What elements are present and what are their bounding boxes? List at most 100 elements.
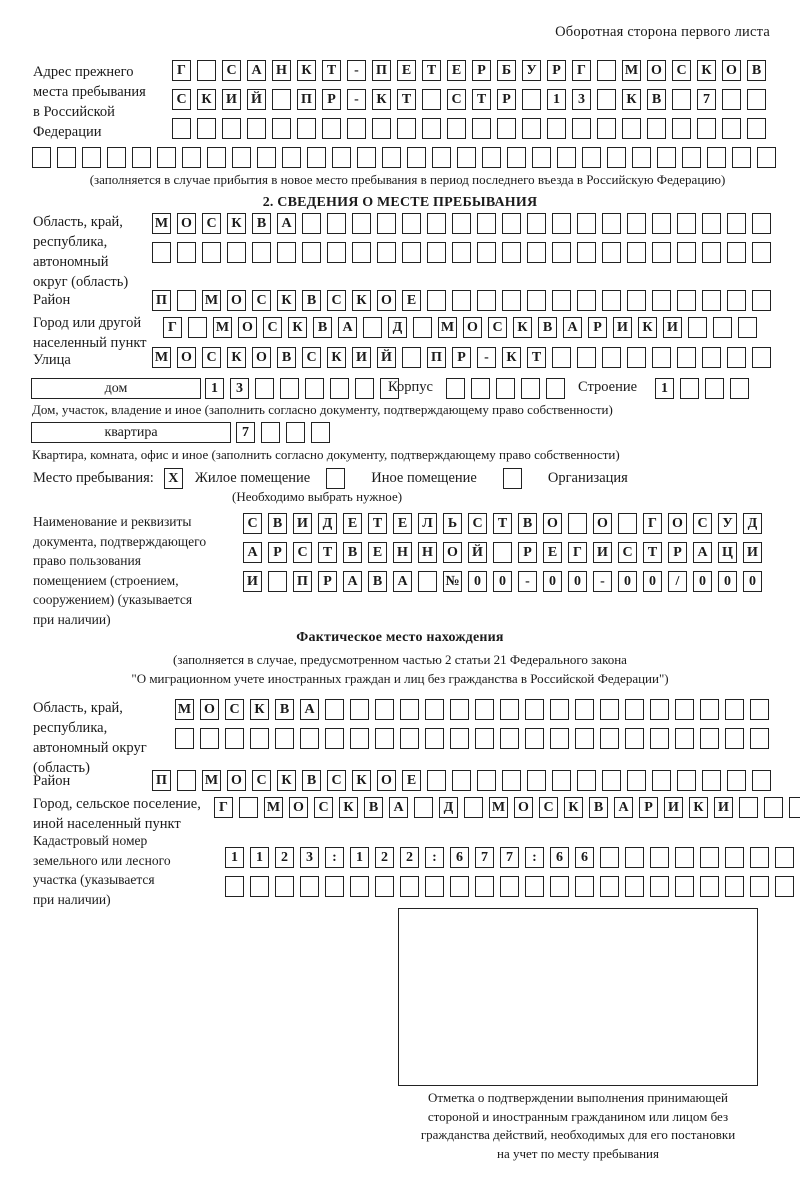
char-cell[interactable]: С	[672, 60, 691, 81]
char-cell[interactable]	[207, 147, 226, 168]
char-cell[interactable]	[702, 290, 721, 311]
char-cell[interactable]	[222, 118, 241, 139]
char-cell[interactable]	[197, 118, 216, 139]
char-cell[interactable]: 7	[236, 422, 255, 443]
char-cell[interactable]	[707, 147, 726, 168]
char-cell[interactable]: О	[377, 290, 396, 311]
char-cell[interactable]: :	[325, 847, 344, 868]
char-cell[interactable]: М	[213, 317, 232, 338]
char-cell[interactable]	[675, 876, 694, 897]
char-cell[interactable]	[177, 242, 196, 263]
char-cell[interactable]: В	[747, 60, 766, 81]
char-cell[interactable]: 6	[550, 847, 569, 868]
char-cell[interactable]	[750, 847, 769, 868]
char-cell[interactable]	[650, 876, 669, 897]
char-cell[interactable]	[375, 699, 394, 720]
char-cell[interactable]: К	[339, 797, 358, 818]
char-cell[interactable]	[647, 118, 666, 139]
char-cell[interactable]: Й	[247, 89, 266, 110]
char-cell[interactable]	[725, 728, 744, 749]
char-cell[interactable]: К	[689, 797, 708, 818]
char-cell[interactable]: В	[302, 290, 321, 311]
char-cell[interactable]	[275, 876, 294, 897]
char-cell[interactable]: О	[722, 60, 741, 81]
char-cell[interactable]: О	[463, 317, 482, 338]
char-cell[interactable]: С	[327, 770, 346, 791]
char-cell[interactable]: 7	[697, 89, 716, 110]
document-row-3[interactable]: И П Р А В А № 0 0-0 0-0 0/0 0 0	[243, 571, 762, 592]
cadastral-row-2[interactable]	[225, 876, 800, 897]
char-cell[interactable]	[697, 118, 716, 139]
char-cell[interactable]: В	[647, 89, 666, 110]
char-cell[interactable]	[475, 699, 494, 720]
char-cell[interactable]	[627, 347, 646, 368]
char-cell[interactable]	[82, 147, 101, 168]
char-cell[interactable]: Т	[397, 89, 416, 110]
char-cell[interactable]: В	[268, 513, 287, 534]
char-cell[interactable]	[502, 213, 521, 234]
char-cell[interactable]: К	[352, 290, 371, 311]
char-cell[interactable]	[422, 118, 441, 139]
char-cell[interactable]	[527, 242, 546, 263]
char-cell[interactable]	[413, 317, 432, 338]
char-cell[interactable]: О	[227, 290, 246, 311]
char-cell[interactable]	[789, 797, 800, 818]
char-cell[interactable]	[752, 290, 771, 311]
char-cell[interactable]	[527, 213, 546, 234]
char-cell[interactable]: М	[622, 60, 641, 81]
char-cell[interactable]: А	[343, 571, 362, 592]
char-cell[interactable]: Д	[743, 513, 762, 534]
char-cell[interactable]	[477, 770, 496, 791]
char-cell[interactable]	[677, 770, 696, 791]
char-cell[interactable]	[232, 147, 251, 168]
char-cell[interactable]: В	[252, 213, 271, 234]
char-cell[interactable]: К	[277, 290, 296, 311]
char-cell[interactable]	[747, 118, 766, 139]
char-cell[interactable]: В	[313, 317, 332, 338]
char-cell[interactable]: О	[514, 797, 533, 818]
char-cell[interactable]	[725, 876, 744, 897]
char-cell[interactable]	[375, 876, 394, 897]
char-cell[interactable]: Т	[527, 347, 546, 368]
char-cell[interactable]: 1	[205, 378, 224, 399]
char-cell[interactable]	[452, 290, 471, 311]
char-cell[interactable]: 0	[618, 571, 637, 592]
char-cell[interactable]	[532, 147, 551, 168]
char-cell[interactable]: М	[438, 317, 457, 338]
char-cell[interactable]	[325, 699, 344, 720]
char-cell[interactable]	[450, 876, 469, 897]
char-cell[interactable]: 2	[375, 847, 394, 868]
char-cell[interactable]: -	[593, 571, 612, 592]
char-cell[interactable]	[182, 147, 201, 168]
char-cell[interactable]	[355, 378, 374, 399]
char-cell[interactable]: К	[502, 347, 521, 368]
char-cell[interactable]: С	[172, 89, 191, 110]
char-cell[interactable]	[675, 847, 694, 868]
char-cell[interactable]: С	[222, 60, 241, 81]
char-cell[interactable]: С	[447, 89, 466, 110]
char-cell[interactable]	[618, 513, 637, 534]
char-cell[interactable]	[377, 213, 396, 234]
char-cell[interactable]: В	[302, 770, 321, 791]
char-cell[interactable]: С	[252, 770, 271, 791]
char-cell[interactable]	[775, 847, 794, 868]
char-cell[interactable]: К	[288, 317, 307, 338]
char-cell[interactable]	[475, 728, 494, 749]
char-cell[interactable]: О	[647, 60, 666, 81]
char-cell[interactable]: 2	[275, 847, 294, 868]
char-cell[interactable]: О	[543, 513, 562, 534]
char-cell[interactable]	[157, 147, 176, 168]
char-cell[interactable]	[197, 60, 216, 81]
char-cell[interactable]: Е	[368, 542, 387, 563]
char-cell[interactable]	[382, 147, 401, 168]
char-cell[interactable]: В	[589, 797, 608, 818]
char-cell[interactable]	[352, 213, 371, 234]
char-cell[interactable]: С	[468, 513, 487, 534]
char-cell[interactable]	[677, 242, 696, 263]
char-cell[interactable]: К	[227, 347, 246, 368]
char-cell[interactable]	[425, 699, 444, 720]
char-cell[interactable]: Д	[439, 797, 458, 818]
char-cell[interactable]: С	[293, 542, 312, 563]
char-cell[interactable]: Е	[343, 513, 362, 534]
